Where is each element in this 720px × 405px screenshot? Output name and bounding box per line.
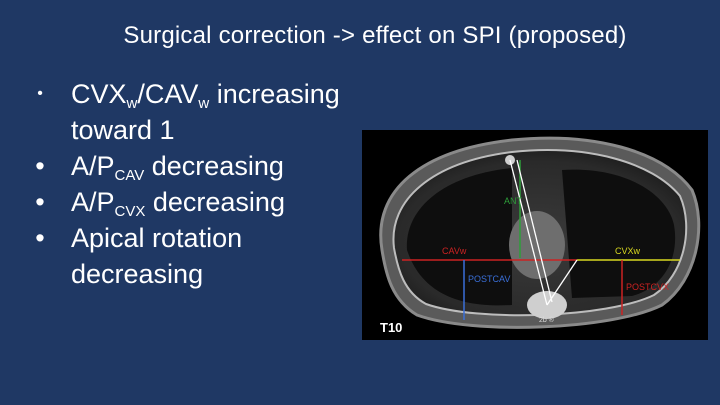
left-lung bbox=[406, 168, 512, 306]
post-cvx-label: POSTCVX bbox=[626, 282, 669, 292]
bullet-item: • Apical rotation decreasing bbox=[30, 220, 375, 292]
angle-line-c bbox=[546, 259, 578, 306]
angle-line-b bbox=[516, 159, 553, 303]
bullet-item: • A/PCVX decreasing bbox=[30, 184, 375, 220]
angle-line-a bbox=[509, 159, 548, 306]
bullet-item: • CVXw/CAVw increasing toward 1 bbox=[30, 76, 375, 148]
slide-title: Surgical correction -> effect on SPI (pr… bbox=[123, 22, 627, 49]
bullet-dot: • bbox=[35, 187, 45, 217]
ant-label: ANT bbox=[504, 196, 523, 206]
bullet-dot: • bbox=[35, 223, 45, 253]
small-label: 2b ® bbox=[539, 316, 555, 324]
cvx-w-label: CVXw bbox=[615, 246, 641, 256]
ct-scan-figure: ANT CAVw CVXw POSTCAV POSTCVX T10 2b ® bbox=[379, 136, 701, 335]
bullet-dot: • bbox=[37, 85, 43, 102]
heart bbox=[509, 211, 565, 279]
bullet-dot: • bbox=[35, 151, 45, 181]
right-lung bbox=[562, 169, 676, 298]
level-label: T10 bbox=[380, 320, 402, 335]
bullet-item: • A/PCAV decreasing bbox=[30, 148, 375, 184]
post-cav-label: POSTCAV bbox=[468, 274, 510, 284]
bullet-list: • CVXw/CAVw increasing toward 1 • A/PCAV… bbox=[30, 76, 375, 292]
cav-w-label: CAVw bbox=[442, 246, 467, 256]
ct-scan-image: ANT CAVw CVXw POSTCAV POSTCVX T10 2b ® bbox=[362, 130, 708, 340]
